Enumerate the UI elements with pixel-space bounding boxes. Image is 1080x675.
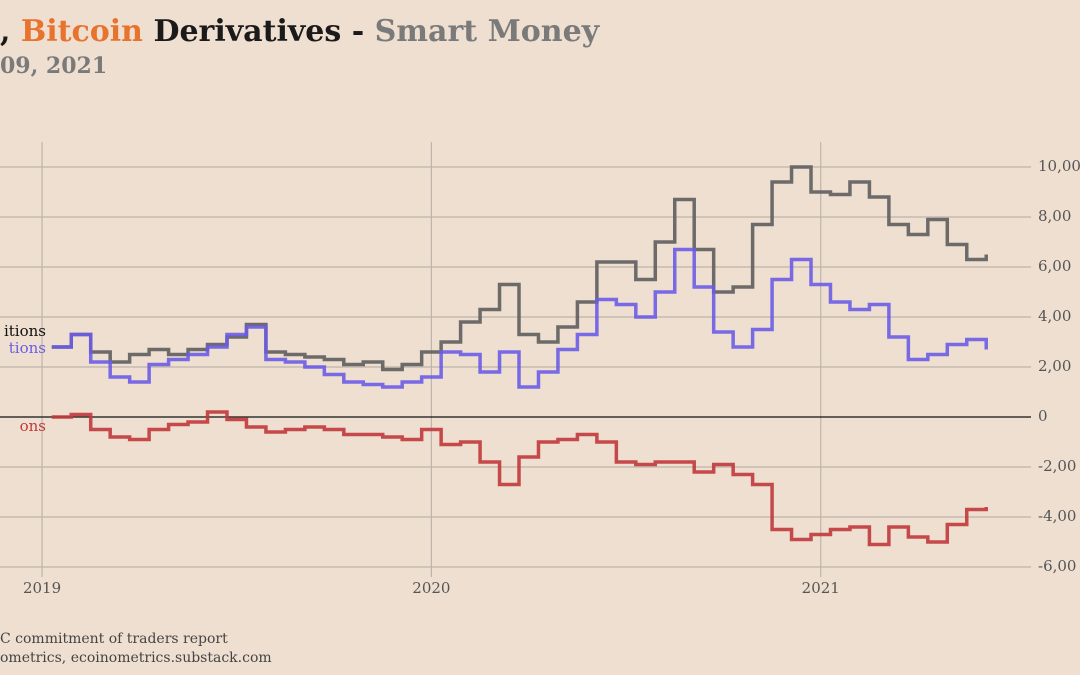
title-part: , <box>0 14 21 49</box>
x-tick-label: 2021 <box>802 579 840 597</box>
y-tick-label: 10,00 <box>1038 157 1080 175</box>
y-tick-label: 6,00 <box>1038 257 1071 275</box>
source-note: C commitment of traders report <box>0 631 228 647</box>
chart-title: , Bitcoin Derivatives - Smart Money <box>0 14 601 49</box>
title-part: Smart Money <box>375 14 601 49</box>
chart-subtitle: 09, 2021 <box>0 53 107 79</box>
y-tick-label: -4,00 <box>1038 507 1076 525</box>
y-tick-label: 4,00 <box>1038 307 1071 325</box>
y-tick-label: 0 <box>1038 407 1048 425</box>
y-tick-label: -6,00 <box>1038 557 1076 575</box>
y-tick-label: -2,00 <box>1038 457 1076 475</box>
series-line <box>51 247 988 389</box>
series-label: ons <box>20 417 46 435</box>
series-label: tions <box>9 339 46 357</box>
title-part: Bitcoin <box>21 14 143 49</box>
source-note: ometrics, ecoinometrics.substack.com <box>0 650 272 666</box>
y-tick-label: 8,00 <box>1038 207 1071 225</box>
series-line <box>51 410 988 547</box>
x-tick-label: 2020 <box>412 579 450 597</box>
x-tick-label: 2019 <box>23 579 61 597</box>
title-part: Derivatives - <box>143 14 375 49</box>
series-label: itions <box>4 322 46 340</box>
y-tick-label: 2,00 <box>1038 357 1071 375</box>
